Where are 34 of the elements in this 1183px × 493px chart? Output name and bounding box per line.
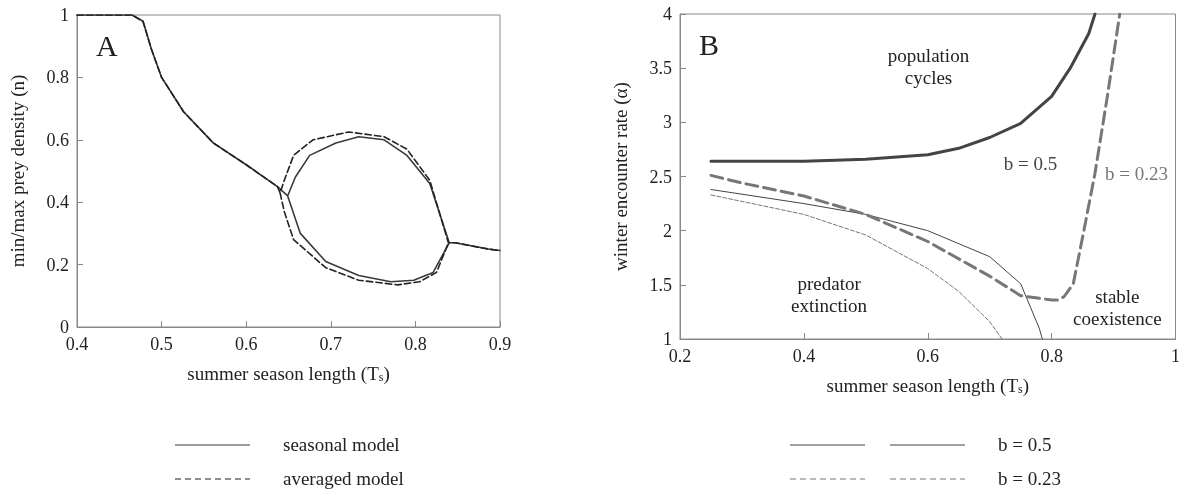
chart-title: A <box>96 28 118 62</box>
legend-label: b = 0.23 <box>998 468 1061 490</box>
annotation: predator extinction <box>791 272 868 316</box>
x-tick-label: 0.6 <box>234 334 258 354</box>
y-tick-label: 3 <box>663 112 672 133</box>
y-tick-label: 0.6 <box>46 129 69 150</box>
legend-label: averaged model <box>283 468 404 490</box>
y-tick-label: 2 <box>663 220 672 241</box>
y-tick-label: 0 <box>60 317 69 337</box>
legend-label: seasonal model <box>283 434 400 456</box>
y-tick-label: 1.5 <box>649 274 672 295</box>
text: b = 0.5 <box>1003 153 1058 174</box>
y-tick-label: 1 <box>60 5 69 25</box>
y-tick-label: 4 <box>663 4 672 24</box>
x-tick-label: 1 <box>1171 346 1180 366</box>
chart-title: B <box>699 27 720 61</box>
annotation: population cycles <box>887 44 970 88</box>
x-tick-label: 0.9 <box>488 334 512 354</box>
y-tick-label: 0.2 <box>46 254 69 275</box>
x-tick-label: 0.8 <box>1040 346 1063 366</box>
y-tick-label: 0.4 <box>46 192 69 213</box>
x-tick-label: 0.7 <box>319 334 343 354</box>
y-tick-label: 2.5 <box>649 166 672 187</box>
y-axis-title: winter encounter rate (α) <box>610 82 632 271</box>
annotation: stable coexistence <box>1073 285 1162 329</box>
x-tick-label: 0.8 <box>404 334 427 354</box>
x-tick-label: 0.4 <box>792 346 816 366</box>
x-tick-label: 0.5 <box>150 334 173 354</box>
legend-label: b = 0.5 <box>998 434 1052 456</box>
y-axis-title: min/max prey density (n) <box>7 74 29 268</box>
y-tick-label: 0.8 <box>46 67 69 88</box>
text: b = 0.23 <box>1104 162 1168 184</box>
x-tick-label: 0.6 <box>916 346 939 366</box>
y-tick-label: 3.5 <box>649 58 672 79</box>
